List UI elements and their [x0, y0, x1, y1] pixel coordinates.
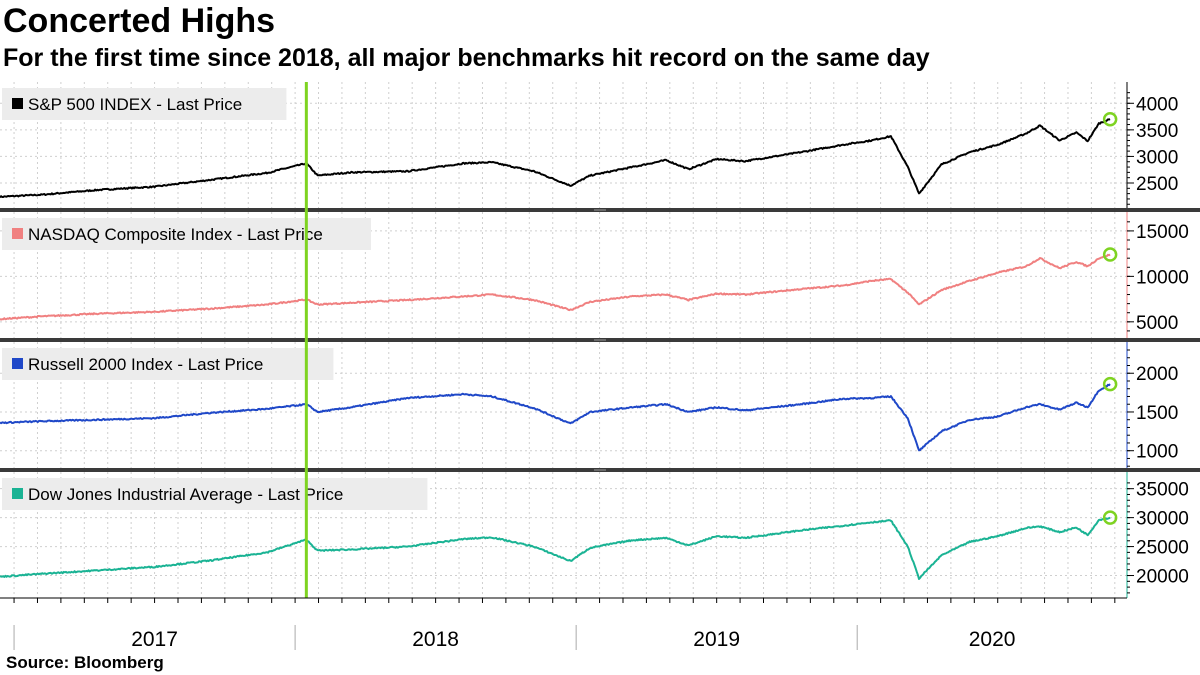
panel-2: 5000 10000 15000 NASDAQ Composite Index - L… [0, 212, 1200, 342]
panel-1: 2500 3000 3500 4000 S&P 500 INDEX - Last Pri… [0, 82, 1200, 212]
source-note: Source: Bloomberg [6, 653, 164, 672]
legend-swatch [12, 488, 23, 499]
legend-swatch [12, 358, 23, 369]
legend-swatch [12, 98, 23, 109]
x-tick-label: 2017 [131, 628, 178, 651]
legend: Dow Jones Industrial Average - Last Pric… [2, 478, 428, 510]
series-line [0, 253, 1111, 321]
series-line [0, 118, 1111, 199]
legend-bg [2, 348, 334, 380]
legend: Russell 2000 Index - Last Price [2, 348, 334, 380]
y-tick-label: 30000 [1136, 509, 1189, 530]
series-line [0, 516, 1111, 580]
legend-label: Russell 2000 Index - Last Price [28, 355, 263, 374]
y-tick-label: 15000 [1136, 222, 1189, 243]
y-tick-label: 3000 [1136, 147, 1178, 168]
y-tick-label: 20000 [1136, 567, 1189, 588]
legend: S&P 500 INDEX - Last Price [2, 88, 287, 120]
legend-bg [2, 218, 371, 250]
chart-title: Concerted Highs [3, 2, 276, 40]
y-tick-label: 10000 [1136, 267, 1189, 288]
legend: NASDAQ Composite Index - Last Price [2, 218, 371, 250]
y-tick-label: 2500 [1136, 174, 1178, 195]
panel-3: 1000 1500 2000 Russell 2000 Index - Last Pr… [0, 342, 1200, 472]
panel-4: 20000 25000 30000 35000 Dow Jones Industrial… [0, 472, 1189, 598]
y-tick-label: 3500 [1136, 121, 1178, 142]
record-marker [1102, 376, 1118, 392]
y-tick-label: 1000 [1136, 442, 1178, 463]
legend-swatch [12, 228, 23, 239]
y-tick-label: 35000 [1136, 480, 1189, 501]
legend-label: S&P 500 INDEX - Last Price [28, 95, 242, 114]
record-marker [1102, 510, 1118, 525]
legend-label: NASDAQ Composite Index - Last Price [28, 225, 323, 244]
legend-label: Dow Jones Industrial Average - Last Pric… [28, 485, 343, 504]
y-tick-label: 2000 [1136, 364, 1178, 385]
y-tick-label: 5000 [1136, 313, 1178, 334]
y-tick-label: 25000 [1136, 538, 1189, 559]
chart-subtitle: For the first time since 2018, all major… [3, 44, 930, 72]
y-tick-label: 1500 [1136, 403, 1178, 424]
y-tick-label: 4000 [1136, 94, 1178, 115]
x-tick-label: 2019 [693, 628, 740, 651]
record-marker [1102, 247, 1118, 262]
x-tick-label: 2018 [412, 628, 459, 651]
series-line [0, 383, 1111, 452]
x-tick-label: 2020 [969, 628, 1016, 651]
record-marker [1102, 111, 1118, 127]
legend-bg [2, 478, 428, 510]
legend-bg [2, 88, 287, 120]
